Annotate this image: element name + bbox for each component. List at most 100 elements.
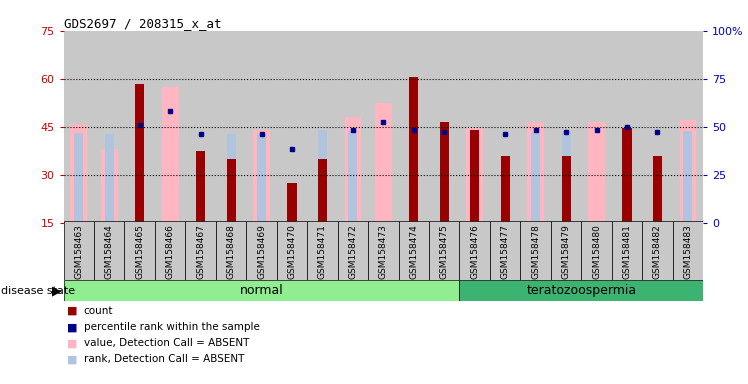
Bar	[521, 31, 551, 223]
Bar	[459, 221, 490, 280]
Bar	[64, 31, 94, 223]
Bar	[459, 280, 703, 301]
Text: GSM158475: GSM158475	[440, 224, 449, 279]
Bar	[622, 132, 631, 223]
Text: GSM158474: GSM158474	[409, 224, 418, 278]
Bar	[105, 134, 114, 223]
Bar	[527, 122, 544, 223]
Bar	[94, 221, 124, 280]
Bar	[227, 159, 236, 223]
Bar	[500, 156, 509, 223]
Bar	[466, 128, 483, 223]
Text: GSM158466: GSM158466	[165, 224, 175, 279]
Text: disease state: disease state	[1, 286, 76, 296]
Bar	[612, 31, 643, 223]
Bar	[253, 130, 270, 223]
Text: rank, Detection Call = ABSENT: rank, Detection Call = ABSENT	[84, 354, 244, 364]
Bar	[399, 31, 429, 223]
Bar	[155, 221, 186, 280]
Text: normal: normal	[239, 285, 283, 297]
Bar	[124, 31, 155, 223]
Text: GSM158482: GSM158482	[653, 224, 662, 278]
Text: GSM158464: GSM158464	[105, 224, 114, 278]
Bar	[64, 221, 94, 280]
Bar	[135, 113, 144, 223]
Text: GSM158479: GSM158479	[562, 224, 571, 279]
Bar	[196, 151, 205, 223]
Text: GSM158481: GSM158481	[622, 224, 631, 279]
Bar	[216, 221, 246, 280]
Bar	[531, 132, 540, 223]
Bar	[101, 149, 117, 223]
Bar	[287, 183, 296, 223]
Bar	[368, 221, 399, 280]
Bar	[307, 31, 337, 223]
Text: GSM158470: GSM158470	[287, 224, 296, 279]
Bar	[186, 31, 216, 223]
Bar	[337, 31, 368, 223]
Text: ■: ■	[67, 354, 78, 364]
Bar	[318, 159, 327, 223]
Text: ▶: ▶	[52, 285, 61, 297]
Bar	[277, 31, 307, 223]
Bar	[490, 221, 521, 280]
Text: GSM158478: GSM158478	[531, 224, 540, 279]
Bar	[581, 31, 612, 223]
Bar	[672, 221, 703, 280]
Text: ■: ■	[67, 322, 78, 332]
Bar	[64, 280, 459, 301]
Bar	[409, 77, 418, 223]
Text: GSM158463: GSM158463	[74, 224, 83, 279]
Bar	[162, 87, 179, 223]
Bar	[246, 221, 277, 280]
Bar	[429, 221, 459, 280]
Bar	[227, 134, 236, 223]
Bar	[440, 122, 449, 223]
Text: GSM158471: GSM158471	[318, 224, 327, 279]
Text: GSM158477: GSM158477	[500, 224, 509, 279]
Text: percentile rank within the sample: percentile rank within the sample	[84, 322, 260, 332]
Text: GSM158467: GSM158467	[196, 224, 205, 279]
Bar	[551, 31, 581, 223]
Text: GDS2697 / 208315_x_at: GDS2697 / 208315_x_at	[64, 17, 221, 30]
Bar	[429, 31, 459, 223]
Bar	[345, 117, 361, 223]
Text: count: count	[84, 306, 113, 316]
Bar	[368, 31, 399, 223]
Bar	[653, 156, 662, 223]
Text: value, Detection Call = ABSENT: value, Detection Call = ABSENT	[84, 338, 249, 348]
Text: GSM158473: GSM158473	[378, 224, 388, 279]
Bar	[562, 156, 571, 223]
Bar	[375, 103, 392, 223]
Text: GSM158480: GSM158480	[592, 224, 601, 279]
Bar	[684, 131, 693, 223]
Bar	[470, 130, 479, 223]
Bar	[521, 221, 551, 280]
Bar	[318, 130, 327, 223]
Bar	[94, 31, 124, 223]
Bar	[672, 31, 703, 223]
Bar	[622, 128, 631, 223]
Text: ■: ■	[67, 306, 78, 316]
Bar	[562, 132, 571, 223]
Text: GSM158469: GSM158469	[257, 224, 266, 279]
Text: teratozoospermia: teratozoospermia	[527, 285, 637, 297]
Bar	[307, 221, 337, 280]
Text: ■: ■	[67, 338, 78, 348]
Text: GSM158472: GSM158472	[349, 224, 358, 278]
Bar	[581, 221, 612, 280]
Bar	[337, 221, 368, 280]
Bar	[216, 31, 246, 223]
Bar	[135, 84, 144, 223]
Bar	[349, 131, 358, 223]
Text: GSM158476: GSM158476	[470, 224, 479, 279]
Text: GSM158483: GSM158483	[684, 224, 693, 279]
Bar	[70, 124, 88, 223]
Bar	[257, 134, 266, 223]
Text: GSM158468: GSM158468	[227, 224, 236, 279]
Bar	[124, 221, 155, 280]
Bar	[155, 31, 186, 223]
Bar	[679, 120, 696, 223]
Bar	[186, 221, 216, 280]
Bar	[643, 221, 672, 280]
